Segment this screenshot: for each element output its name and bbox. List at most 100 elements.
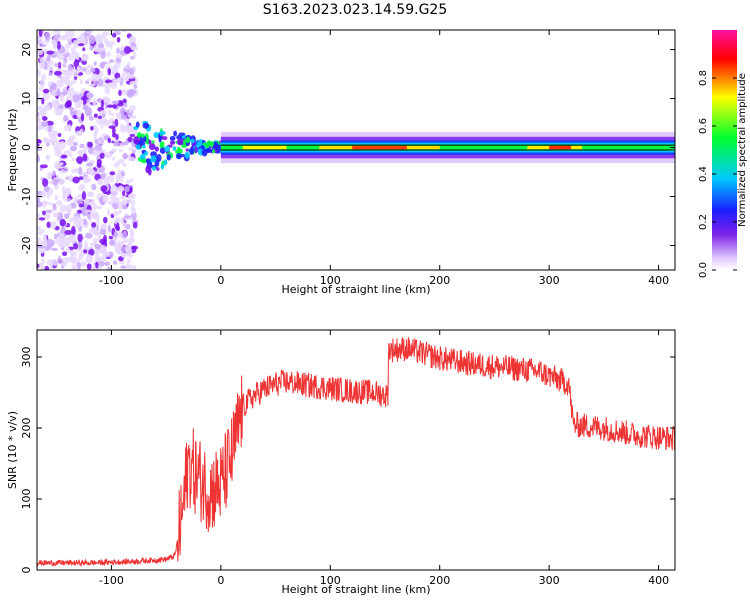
- spectrogram-noise-blob: [68, 54, 75, 61]
- spectrogram-noise-blob: [56, 40, 61, 50]
- spectrogram-noise-blob: [104, 85, 111, 95]
- spectrogram-noise-blob: [49, 60, 55, 66]
- spectrogram-noise-blob: [100, 122, 104, 130]
- spectrogram-noise-blob: [37, 138, 41, 144]
- spectrogram-noise-blob: [124, 65, 129, 69]
- spectrogram-noise-blob: [129, 178, 134, 183]
- spectrogram-transition-blob: [159, 141, 165, 146]
- spectrogram-noise-blob: [129, 80, 137, 85]
- spectrogram-noise-blob: [47, 202, 55, 206]
- spectrogram-noise-blob: [54, 98, 60, 108]
- spectrogram-noise-blob: [104, 151, 109, 159]
- spectrogram-noise-blob: [71, 263, 75, 270]
- spectrogram-xlabel: Height of straight line (km): [281, 283, 430, 296]
- spectrogram-noise-blob: [85, 30, 93, 34]
- spectrogram-noise-blob: [74, 168, 80, 173]
- spectrogram-noise-blob: [48, 72, 53, 77]
- spectrogram-noise-blob: [85, 162, 94, 167]
- snr-ytick-label: 100: [20, 488, 33, 509]
- spectrogram-noise-blob: [85, 66, 89, 70]
- spectrogram-noise-blob: [87, 92, 94, 99]
- spectrogram-transition-blob: [150, 151, 158, 158]
- spectrogram-noise-blob: [102, 251, 111, 258]
- colorbar-tick-label: 0.0: [698, 262, 709, 278]
- spectrogram-ytick-label: -10: [20, 188, 33, 206]
- spectrogram-noise-blob: [52, 40, 58, 49]
- spectrogram-noise-blob: [128, 107, 133, 114]
- spectrogram-noise-blob: [97, 78, 104, 87]
- colorbar-gradient: [712, 30, 737, 270]
- spectrogram-noise-blob: [89, 170, 97, 175]
- spectrogram-transition-blob: [176, 135, 183, 140]
- spectrogram-noise-blob: [46, 239, 55, 248]
- spectrogram-noise-blob: [44, 265, 50, 270]
- spectrogram-noise-blob: [68, 136, 75, 142]
- spectrogram-noise-blob: [88, 83, 96, 87]
- spectrogram-noise-blob: [107, 267, 112, 270]
- spectrogram-noise-blob: [64, 229, 72, 235]
- spectrogram-noise-blob: [99, 152, 105, 159]
- spectrogram-transition-blob: [154, 146, 159, 152]
- spectrogram-noise-blob: [83, 176, 90, 184]
- spectrogram-noise-blob: [40, 73, 47, 81]
- spectrogram-noise-blob: [118, 89, 122, 97]
- spectrogram-transition-blob: [140, 133, 145, 138]
- spectrogram-noise-blob: [58, 140, 66, 150]
- spectrogram-noise-blob: [120, 195, 126, 200]
- spectrogram-noise-blob: [132, 221, 138, 229]
- spectrogram-noise-blob: [46, 154, 50, 162]
- spectrogram-transition-blob: [151, 140, 155, 144]
- spectrogram-transition-blob: [185, 148, 189, 152]
- spectrogram-noise-blob: [38, 87, 43, 91]
- spectrogram-noise-blob: [66, 242, 70, 248]
- spectrogram-noise-blob: [107, 68, 112, 76]
- spectrogram-noise-blob: [118, 255, 124, 262]
- spectrogram-noise-blob: [38, 62, 45, 70]
- spectrogram-transition-blob: [148, 139, 152, 145]
- spectrogram-noise-blob: [112, 211, 120, 217]
- spectrogram-noise-blob: [57, 133, 62, 138]
- spectrogram-noise-blob: [116, 77, 122, 83]
- spectrogram-noise-blob: [37, 197, 40, 204]
- spectrogram-noise-blob: [114, 61, 121, 69]
- spectrogram-noise-blob: [120, 107, 125, 115]
- spectrogram-noise-blob: [124, 186, 130, 193]
- spectrogram-noise-blob: [115, 112, 120, 119]
- spectrogram-noise-blob: [65, 187, 72, 195]
- spectrogram-noise-blob: [120, 252, 128, 258]
- spectrogram-noise-blob: [80, 112, 85, 122]
- spectrogram-noise-blob: [113, 231, 119, 238]
- spectrogram-noise-blob: [48, 125, 52, 133]
- spectrogram-noise-blob: [109, 186, 118, 194]
- spectrogram-noise-blob: [121, 72, 126, 79]
- spectrogram-hot-segment: [352, 145, 407, 150]
- spectrogram-ytick-label: 10: [20, 92, 33, 106]
- spectrogram-noise-blob: [115, 173, 121, 182]
- spectrogram-transition-blob: [198, 139, 202, 147]
- spectrogram-noise-blob: [131, 265, 137, 270]
- spectrogram-noise-blob: [81, 55, 89, 62]
- spectrogram-noise-blob: [126, 72, 131, 77]
- spectrogram-noise-blob: [71, 51, 76, 55]
- spectrogram-noise-blob: [52, 177, 59, 181]
- spectrogram-transition-blob: [142, 122, 150, 129]
- spectrogram-noise-blob: [90, 73, 99, 83]
- spectrogram-noise-blob: [93, 113, 98, 118]
- spectrogram-noise-blob: [65, 82, 74, 87]
- spectrogram-noise-blob: [60, 62, 67, 66]
- spectrogram-ytick-label: 0: [20, 144, 33, 151]
- spectrogram-ytick-label: -20: [20, 237, 33, 255]
- spectrogram-noise-blob: [57, 148, 63, 158]
- spectrogram-transition-blob: [142, 144, 146, 149]
- spectrogram-noise-blob: [72, 215, 80, 222]
- spectrogram-noise-blob: [66, 140, 74, 147]
- spectrogram-noise-blob: [57, 255, 62, 264]
- spectrogram-noise-blob: [108, 125, 116, 129]
- spectrogram-noise-blob: [84, 198, 90, 204]
- spectrogram-transition-blob: [206, 140, 211, 148]
- spectrogram-noise-blob: [37, 69, 41, 77]
- spectrogram-noise-blob: [113, 141, 121, 147]
- spectrogram-noise-blob: [38, 30, 43, 37]
- spectrogram-noise-blob: [83, 249, 88, 254]
- spectrogram-noise-blob: [107, 200, 114, 206]
